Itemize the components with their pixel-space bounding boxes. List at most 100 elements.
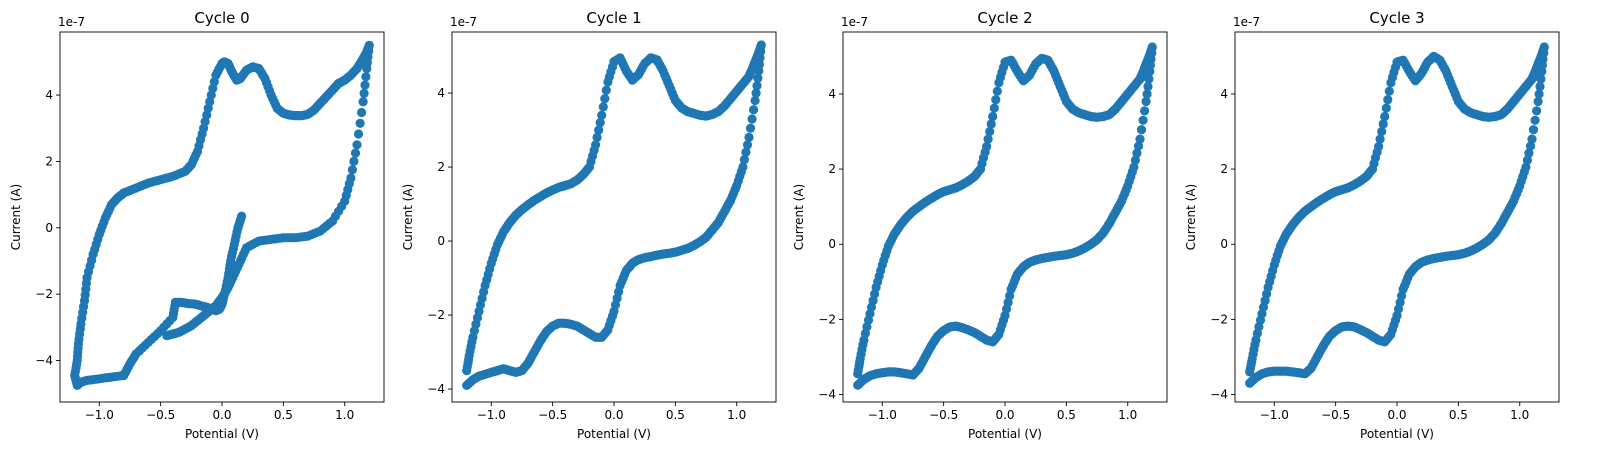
data-points	[70, 40, 374, 390]
y-tick-label: 0	[1220, 237, 1228, 251]
x-tick-label: 0.5	[1449, 408, 1468, 422]
subplot-title: Cycle 2	[977, 9, 1032, 27]
data-point	[1136, 125, 1147, 135]
data-point	[1132, 148, 1142, 158]
data-point	[1528, 125, 1539, 135]
data-point	[738, 162, 748, 172]
data-point	[350, 148, 361, 158]
data-point	[360, 80, 370, 90]
data-point	[359, 88, 369, 98]
data-point	[1521, 162, 1531, 172]
data-point	[1141, 96, 1151, 107]
data-point	[747, 114, 757, 124]
x-tick-label: −0.5	[929, 408, 958, 422]
data-point	[1133, 141, 1144, 151]
y-tick-label: 4	[45, 88, 53, 102]
y-tick-label: 2	[1220, 162, 1228, 176]
data-point	[1375, 134, 1385, 144]
y-tick-label: −2	[1210, 312, 1228, 326]
data-points	[462, 40, 766, 390]
data-point	[1135, 134, 1145, 144]
data-point	[1522, 155, 1532, 165]
y-axis-label: Current (A)	[9, 184, 23, 250]
y-tick-label: 0	[45, 221, 53, 235]
data-point	[752, 81, 762, 91]
axes-frame	[451, 31, 777, 403]
data-point	[357, 107, 367, 118]
data-point	[1532, 106, 1542, 116]
y-tick-label: −2	[427, 308, 445, 322]
data-point	[741, 147, 751, 157]
x-tick-label: 1.0	[1118, 408, 1137, 422]
y-tick-label: −4	[427, 382, 445, 396]
data-point	[594, 125, 604, 135]
x-tick-label: −0.5	[146, 408, 175, 422]
y-tick-label: −2	[35, 287, 53, 301]
data-point	[1535, 81, 1545, 92]
y-tick-label: 2	[45, 154, 53, 168]
subplot-1: −1.0 −0.5 0.0 0.5 1.0 −4 −2 0 2 4 1e-7 Cycle 1 Poten…	[401, 9, 777, 441]
data-points	[853, 42, 1157, 390]
data-point	[1525, 141, 1536, 151]
data-point	[1378, 119, 1388, 129]
data-point	[601, 85, 611, 95]
y-tick-label: 4	[1220, 87, 1228, 101]
data-point	[1245, 367, 1255, 377]
subplot-3: −1.0 −0.5 0.0 0.5 1.0 −4 −2 0 2 4 1e-7 Cycle 3 Poten…	[1184, 9, 1560, 441]
data-point	[1142, 89, 1152, 99]
data-point	[1534, 89, 1544, 99]
y-axis-label: Current (A)	[1184, 184, 1198, 250]
y-tick-label: 2	[437, 160, 445, 174]
axes-frame	[842, 31, 1168, 403]
x-tick-label: −1.0	[868, 408, 897, 422]
data-point	[361, 72, 371, 82]
x-axis-label: Potential (V)	[1360, 427, 1434, 441]
data-point	[1381, 103, 1391, 113]
data-point	[744, 132, 754, 142]
y-axis-label: Current (A)	[401, 184, 415, 250]
y-offset-text: 1e-7	[1233, 15, 1260, 29]
y-tick-label: −4	[1210, 387, 1228, 401]
y-offset-text: 1e-7	[450, 15, 477, 29]
data-point	[1130, 155, 1140, 165]
x-tick-label: 0.5	[666, 408, 685, 422]
data-point	[1536, 74, 1546, 84]
x-tick-label: 1.0	[335, 408, 354, 422]
data-points	[1245, 42, 1549, 388]
data-point	[1384, 86, 1394, 96]
data-point	[347, 165, 357, 175]
x-tick-label: 0.0	[604, 408, 623, 422]
data-point	[994, 78, 1004, 88]
data-point	[162, 331, 172, 341]
y-tick-label: −4	[818, 387, 836, 401]
data-point	[600, 94, 610, 104]
data-point	[595, 118, 605, 128]
subplot-title: Cycle 0	[194, 9, 249, 27]
x-axis-label: Potential (V)	[968, 427, 1042, 441]
y-offset-text: 1e-7	[58, 15, 85, 29]
y-tick-label: 4	[437, 86, 445, 100]
data-point	[352, 140, 362, 150]
data-point	[1377, 126, 1387, 137]
data-point	[603, 77, 613, 87]
data-point	[349, 156, 359, 166]
data-point	[597, 110, 607, 120]
x-tick-label: 1.0	[1510, 408, 1529, 422]
data-point	[739, 155, 750, 165]
data-point	[988, 111, 998, 122]
data-point	[1138, 115, 1148, 125]
y-tick-label: 2	[828, 162, 836, 176]
data-point	[751, 88, 761, 98]
x-tick-label: −1.0	[477, 408, 506, 422]
data-point	[592, 132, 602, 142]
x-tick-label: −0.5	[538, 408, 567, 422]
data-point	[598, 102, 608, 112]
x-tick-label: −1.0	[85, 408, 114, 422]
x-axis-label: Potential (V)	[185, 427, 259, 441]
y-tick-label: 0	[437, 234, 445, 248]
axes-frame	[1234, 31, 1560, 403]
data-point	[355, 118, 365, 128]
data-point	[462, 366, 472, 376]
data-point	[1527, 134, 1537, 144]
